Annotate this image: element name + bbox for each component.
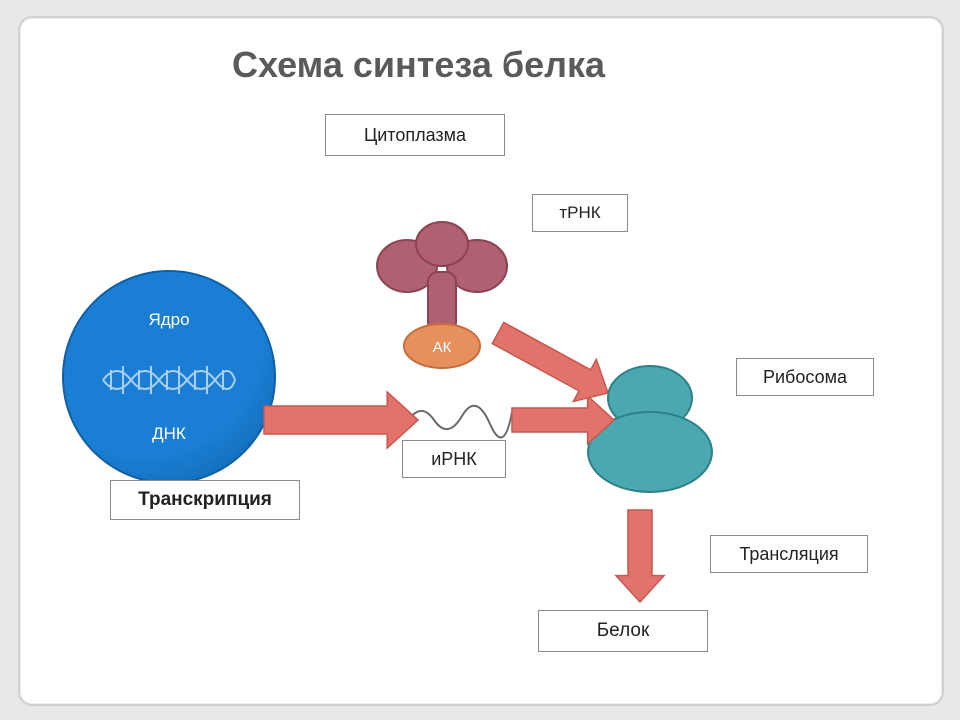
mrna-label-box: иРНК: [402, 440, 506, 478]
trna-shape: АК: [355, 218, 535, 388]
mrna-wave-icon: [400, 394, 520, 444]
ribosome-label-box: Рибосома: [736, 358, 874, 396]
trna-label: тРНК: [559, 203, 600, 223]
translation-label-box: Трансляция: [710, 535, 868, 573]
ribosome-shape: [578, 358, 738, 518]
nucleus-shape: Ядро ДНК: [62, 270, 276, 484]
ribosome-label: Рибосома: [763, 367, 847, 388]
nucleus-label: Ядро: [148, 310, 189, 330]
protein-label-box: Белок: [538, 610, 708, 652]
diagram-title: Схема синтеза белка: [232, 44, 605, 86]
ak-label: АК: [433, 339, 452, 356]
transcription-label-box: Транскрипция: [110, 480, 300, 520]
cytoplasm-label-box: Цитоплазма: [325, 114, 505, 156]
protein-label: Белок: [597, 620, 650, 642]
translation-label: Трансляция: [739, 544, 838, 565]
cytoplasm-label: Цитоплазма: [364, 125, 466, 146]
transcription-label: Транскрипция: [138, 489, 272, 511]
dna-helix-icon: [99, 360, 239, 400]
mrna-label: иРНК: [431, 449, 477, 470]
trna-label-box: тРНК: [532, 194, 628, 232]
dna-label: ДНК: [64, 424, 274, 444]
